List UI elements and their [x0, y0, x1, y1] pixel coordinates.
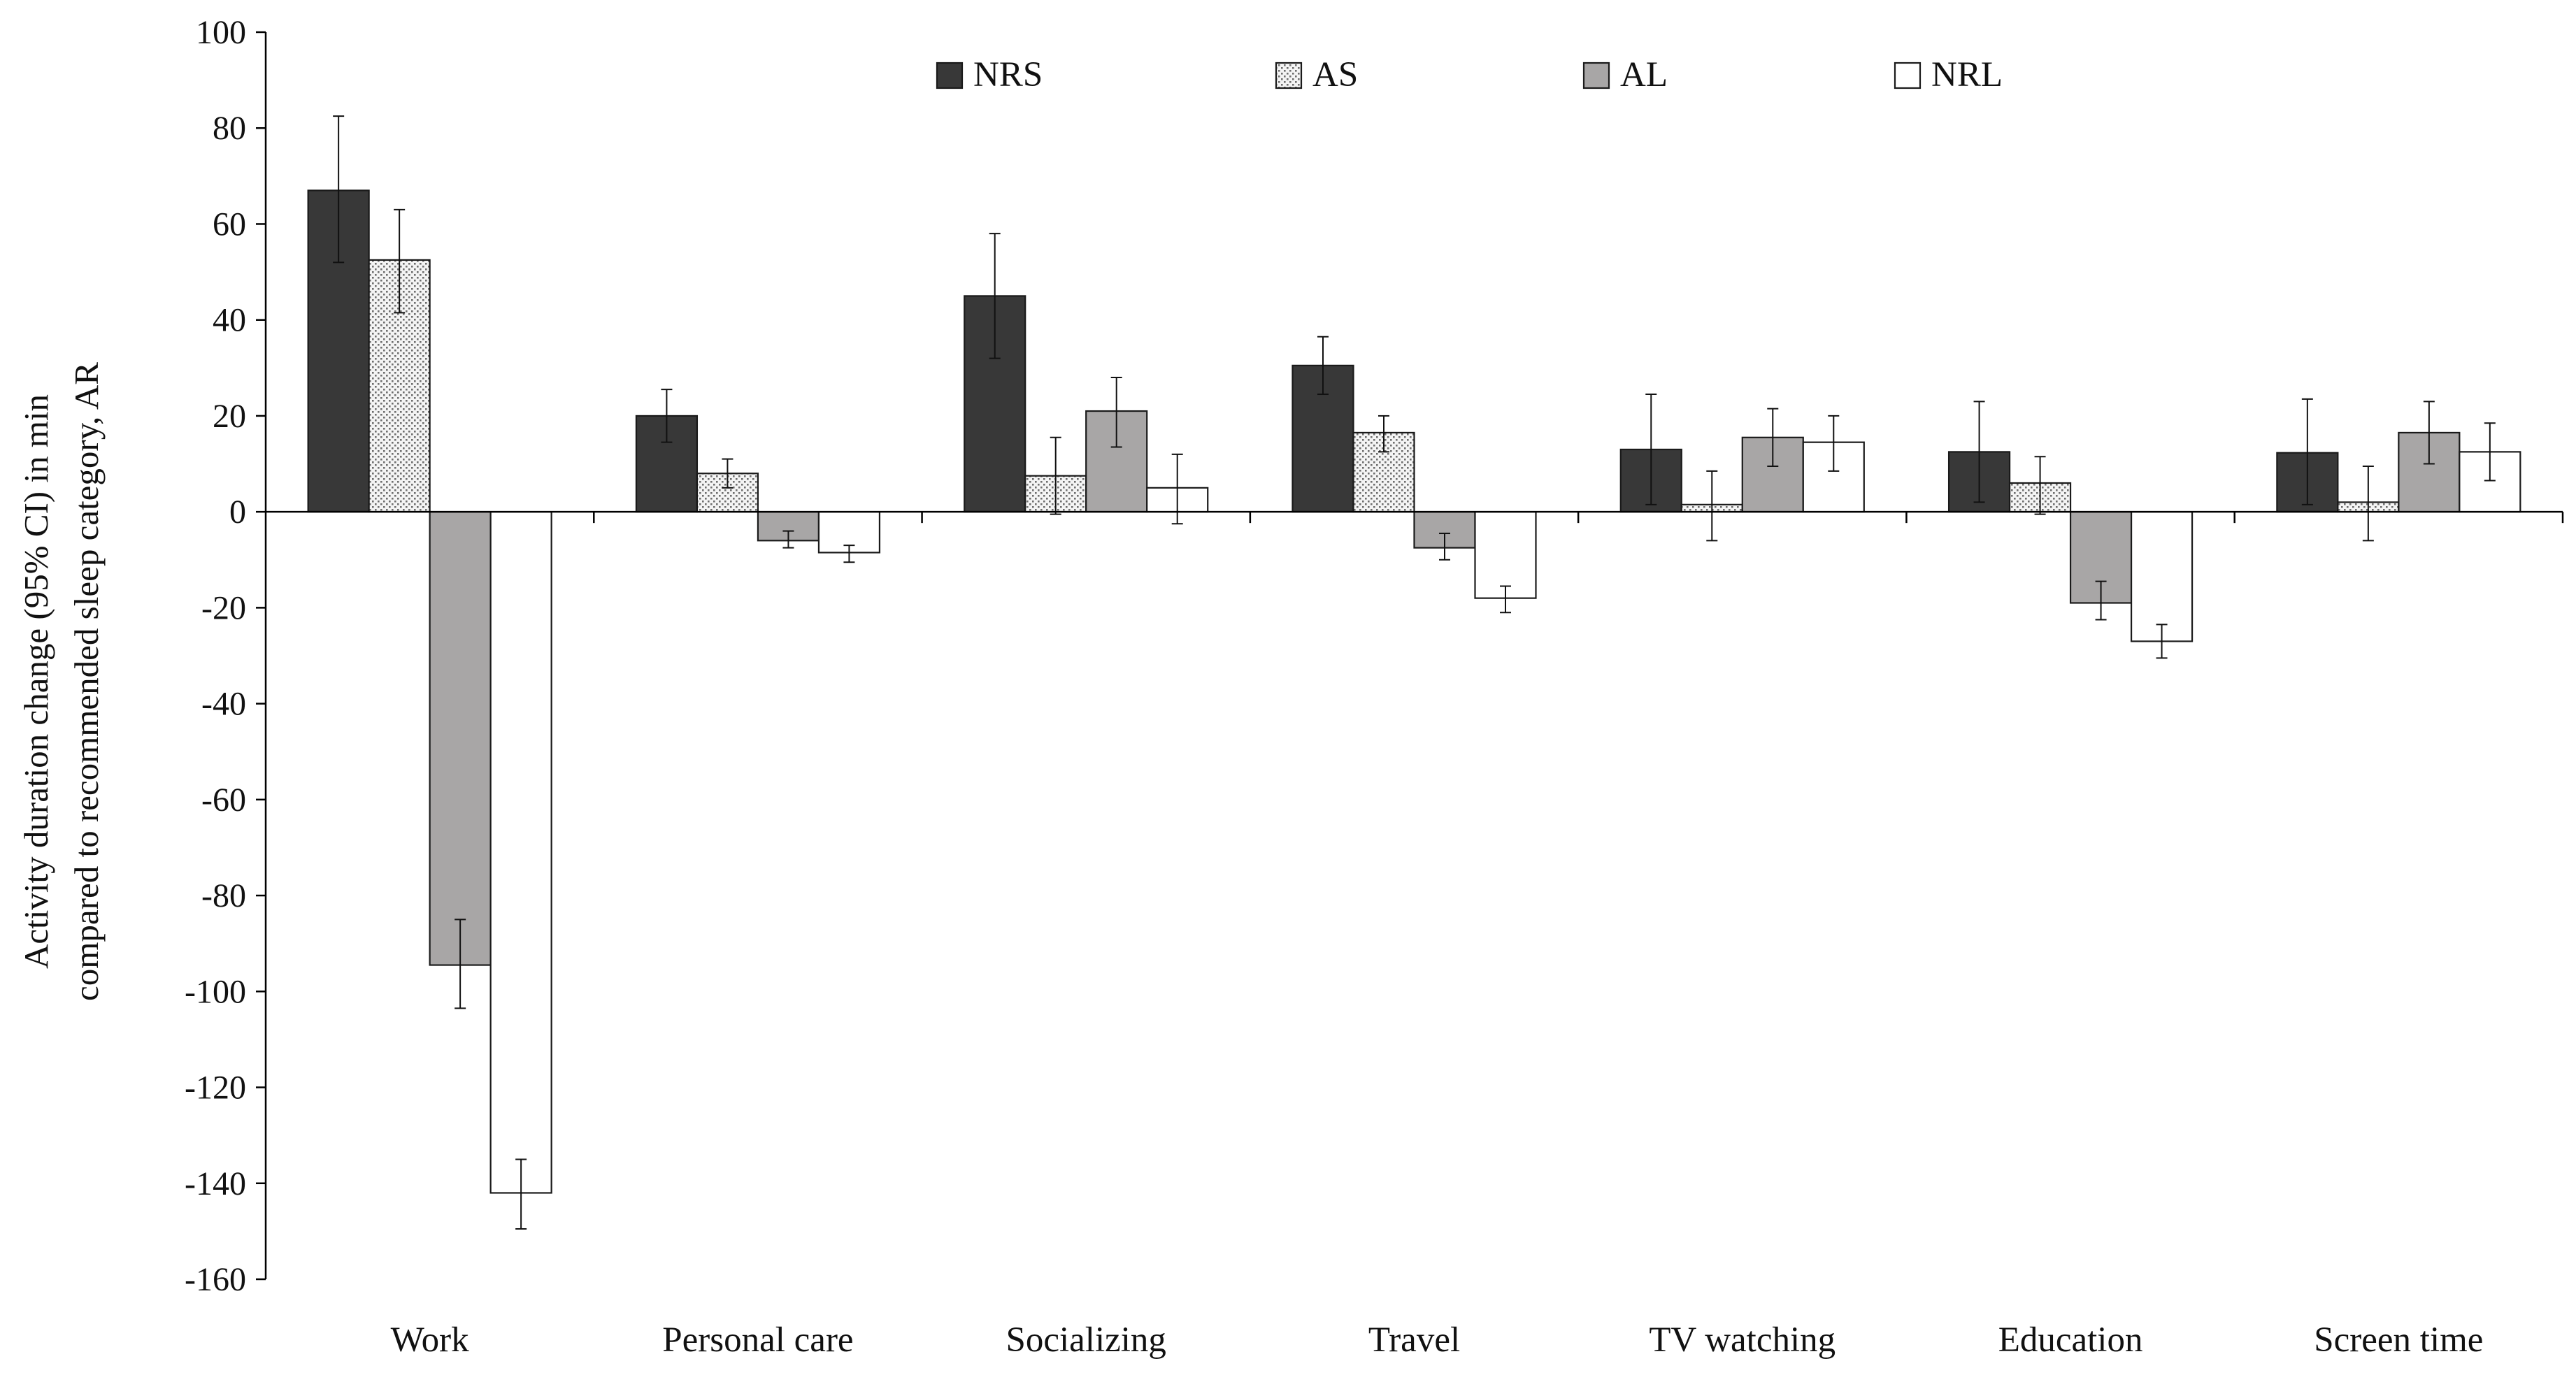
y-tick-label: 60: [213, 206, 246, 243]
y-tick-label: -160: [185, 1261, 246, 1298]
axes-group: [264, 32, 2564, 1279]
legend-label-nrl: NRL: [1931, 55, 2003, 94]
bars-group: [307, 189, 2521, 1194]
error-bars-group: [333, 115, 2496, 1230]
y-tick-label: 100: [196, 14, 246, 51]
y-tick-label: 20: [213, 398, 246, 435]
bar-nrl-travel: [1474, 511, 1537, 599]
y-tick-label: 0: [229, 494, 246, 531]
y-tick-label: -140: [185, 1165, 246, 1202]
x-tick-label: Work: [391, 1320, 470, 1360]
x-tick-label: Education: [1998, 1320, 2143, 1360]
x-tick-label: Socializing: [1006, 1320, 1166, 1360]
y-tick-label: 80: [213, 110, 246, 147]
legend: NRS AS AL NRL: [936, 55, 2003, 94]
y-axis-label-group: Activity duration change (95% CI) in min…: [17, 362, 106, 1001]
legend-label-as: AS: [1312, 55, 1358, 94]
y-tick-label: -60: [201, 782, 246, 819]
y-tick-label: -80: [201, 877, 246, 914]
legend-label-nrs: NRS: [973, 55, 1043, 94]
y-axis-label-line-2: compared to recommended sleep category, …: [67, 362, 106, 1001]
y-axis-label-line-1: Activity duration change (95% CI) in min: [17, 394, 55, 969]
y-tick-label: 40: [213, 302, 246, 339]
bar-al-work: [429, 511, 492, 966]
y-tick-label: -20: [201, 589, 246, 626]
y-tick-label: -100: [185, 973, 246, 1010]
legend-swatch-nrl: [1894, 62, 1922, 89]
legend-swatch-nrs: [936, 62, 964, 89]
bar-nrl-work: [489, 511, 552, 1194]
y-tick-label: -40: [201, 686, 246, 723]
legend-label-al: AL: [1620, 55, 1668, 94]
bar-nrl-education: [2130, 511, 2194, 642]
legend-swatch-as: [1275, 62, 1303, 89]
x-axis-labels: Work Personal care Socializing Travel TV wat…: [391, 1320, 2484, 1360]
legend-swatch-al: [1582, 62, 1610, 89]
x-tick-label: Travel: [1368, 1320, 1460, 1360]
x-tick-label: Screen time: [2314, 1320, 2483, 1360]
x-tick-label: Personal care: [662, 1320, 853, 1360]
y-axis-ticks: 100 80 60 40 20 0 -20 -40 -60 -80 -100 -120 -140 -160: [185, 14, 266, 1298]
y-tick-label: -120: [185, 1070, 246, 1107]
x-tick-label: TV watching: [1649, 1320, 1836, 1360]
